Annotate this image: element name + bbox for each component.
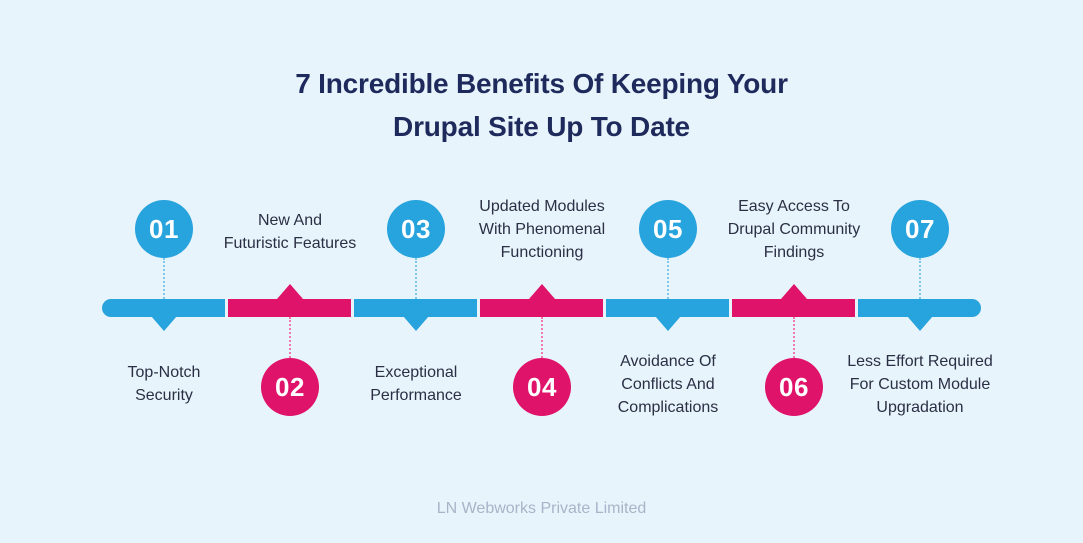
connector-dotted-line [415, 258, 417, 299]
connector-dotted-line [919, 258, 921, 299]
timeline-segment-06 [732, 299, 855, 317]
step-number-badge-05: 05 [639, 200, 697, 258]
step-number-badge-02: 02 [261, 358, 319, 416]
step-label-02: New And Futuristic Features [223, 212, 357, 252]
timeline-segment-05 [606, 299, 729, 317]
page-title: 7 Incredible Benefits Of Keeping Your Dr… [0, 62, 1083, 148]
connector-dotted-line [667, 258, 669, 299]
timeline-segment-07 [858, 299, 981, 317]
pointer-up-icon [781, 284, 807, 299]
step-number-badge-04: 04 [513, 358, 571, 416]
step-number-badge-06: 06 [765, 358, 823, 416]
pointer-up-icon [277, 284, 303, 299]
connector-dotted-line [793, 317, 795, 358]
step-label-04: Updated Modules With Phenomenal Function… [478, 198, 606, 261]
footer-credit: LN Webworks Private Limited [436, 500, 647, 517]
pointer-down-icon [151, 316, 177, 331]
connector-dotted-line [541, 317, 543, 358]
pointer-up-icon [529, 284, 555, 299]
timeline-segment-01 [102, 299, 225, 317]
pointer-down-icon [655, 316, 681, 331]
pointer-down-icon [403, 316, 429, 331]
step-number-badge-03: 03 [387, 200, 445, 258]
step-label-01: Top-Notch Security [127, 364, 201, 404]
step-number-badge-01: 01 [135, 200, 193, 258]
connector-dotted-line [289, 317, 291, 358]
connector-dotted-line [163, 258, 165, 299]
title-line-1: 7 Incredible Benefits Of Keeping Your [295, 68, 788, 99]
step-number-badge-07: 07 [891, 200, 949, 258]
timeline-segment-03 [354, 299, 477, 317]
timeline-segment-04 [480, 299, 603, 317]
timeline-segment-02 [228, 299, 351, 317]
step-label-06: Easy Access To Drupal Community Findings [727, 198, 861, 261]
step-label-07: Less Effort Required For Custom Module U… [847, 353, 993, 416]
pointer-down-icon [907, 316, 933, 331]
title-line-2: Drupal Site Up To Date [393, 111, 690, 142]
step-label-03: Exceptional Performance [370, 364, 462, 404]
step-label-05: Avoidance Of Conflicts And Complications [617, 353, 719, 416]
